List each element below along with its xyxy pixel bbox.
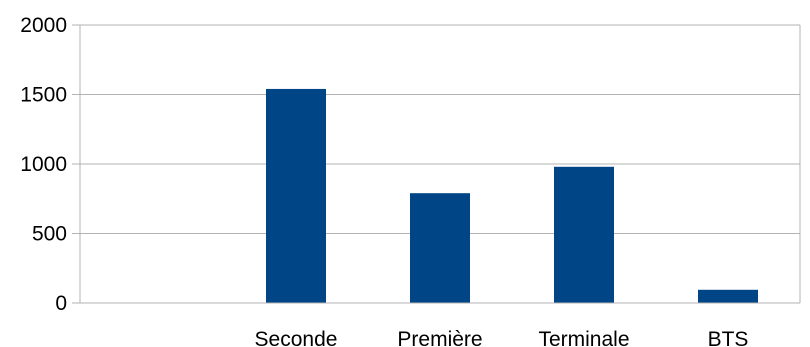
x-tick-labels: Seconde Première Terminale BTS [255, 328, 749, 347]
y-tick-label: 1500 [20, 84, 67, 107]
x-tick-label: Seconde [255, 328, 338, 347]
bar-première [410, 193, 470, 303]
y-tick-label: 500 [32, 223, 67, 246]
x-tick-label: Terminale [538, 328, 629, 347]
y-tick-label: 0 [55, 292, 67, 315]
bars [266, 88, 758, 303]
x-tick-label: Première [397, 328, 482, 347]
bar-seconde [266, 88, 326, 303]
x-tick-label: BTS [708, 328, 749, 347]
y-tick-label: 2000 [20, 14, 67, 37]
axes [72, 24, 801, 304]
bar-bts [698, 289, 758, 303]
y-tick-label: 1000 [20, 153, 67, 176]
bar-terminale [554, 166, 614, 303]
y-tick-labels: 0 500 1000 1500 2000 [20, 14, 67, 315]
